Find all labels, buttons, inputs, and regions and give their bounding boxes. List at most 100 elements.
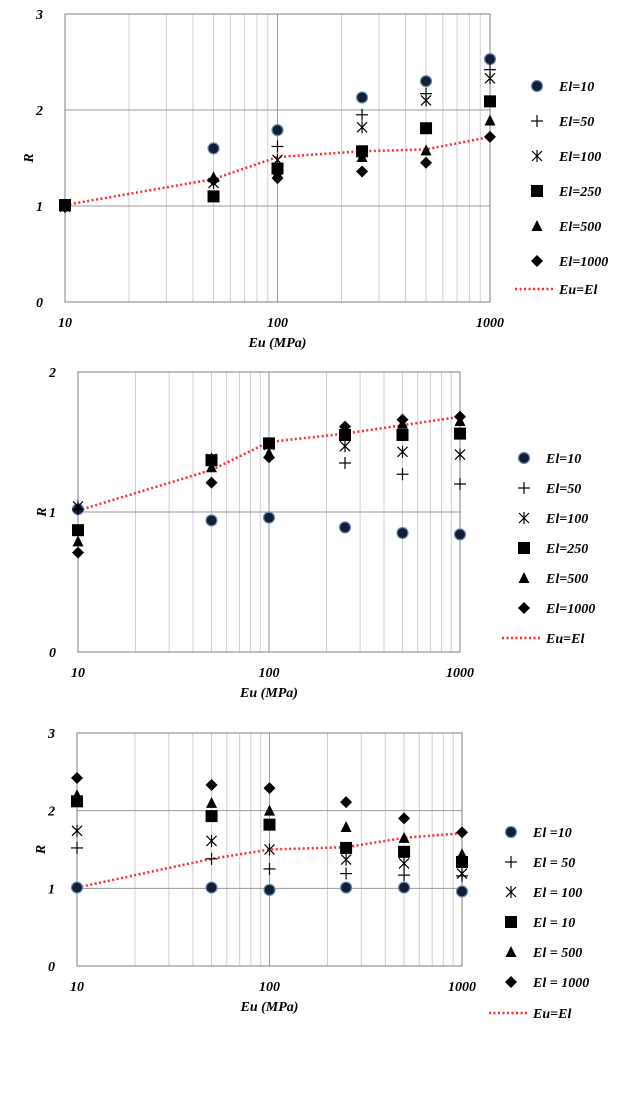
y-tick-label: 1: [36, 200, 43, 215]
data-point: [453, 528, 467, 541]
data-point: [71, 772, 83, 785]
y-tick-label: 1: [49, 506, 56, 521]
data-point: [205, 454, 218, 467]
data-point: [356, 108, 369, 121]
legend-marker: [531, 115, 543, 127]
data-point: [484, 72, 496, 85]
series-0: [70, 881, 469, 898]
legend-label: El = 1000: [532, 976, 589, 991]
data-point: [484, 95, 496, 108]
legend-label: El = 50: [532, 856, 575, 871]
x-tick-label: 10: [71, 666, 85, 681]
legend-label: El=10: [558, 80, 594, 95]
legend-marker: [518, 602, 530, 614]
y-tick-label: 0: [36, 296, 43, 311]
chart-panel-1: 0 1 2 3 10 100 1000 Eu (MPa) R El=10 El=50 El=100 El…: [0, 0, 633, 365]
data-point: [206, 796, 218, 808]
data-point: [398, 831, 410, 843]
data-point: [356, 121, 368, 134]
data-point: [397, 445, 408, 458]
y-tick-label: 0: [48, 960, 55, 975]
data-point: [205, 476, 218, 489]
legend-label: El = 10: [532, 916, 575, 931]
data-point: [262, 511, 276, 524]
data-point: [72, 500, 84, 513]
y-tick-label: 0: [49, 646, 56, 661]
legend-label: El=50: [558, 115, 594, 130]
data-point: [356, 165, 369, 178]
data-point: [419, 75, 433, 88]
data-point: [397, 881, 411, 894]
legend-marker: [505, 946, 517, 957]
data-point: [396, 429, 409, 441]
y-tick-label: 2: [47, 805, 55, 820]
legend-label: El=50: [545, 482, 581, 497]
series-5: [72, 410, 466, 559]
legend-marker: [518, 542, 530, 554]
data-point: [70, 881, 84, 894]
data-point: [271, 172, 284, 185]
x-tick-label: 100: [259, 666, 280, 681]
data-point: [355, 91, 369, 104]
legend-marker: [530, 79, 544, 93]
data-point: [483, 53, 497, 66]
data-point: [339, 440, 351, 453]
data-point: [263, 818, 276, 831]
data-point: [398, 845, 411, 858]
data-point: [263, 451, 275, 464]
series-line-eu-el: [64, 135, 491, 207]
data-point: [71, 841, 83, 854]
data-point: [484, 114, 496, 126]
data-point: [263, 883, 276, 896]
legend-marker: [518, 482, 530, 494]
data-point: [205, 779, 218, 792]
legend-label: Eu=El: [558, 283, 597, 298]
x-axis-title: Eu (MPa): [248, 336, 307, 351]
data-point: [398, 812, 411, 825]
chart-3: 0 1 2 3 10 100 1000 Eu (MPa) R El =10 El = 50 El = …: [34, 727, 589, 1022]
legend-marker: [505, 856, 517, 868]
x-tick-label: 1000: [446, 666, 474, 681]
legend-label: El=1000: [558, 255, 608, 270]
data-point: [340, 796, 353, 809]
data-point: [340, 820, 352, 832]
data-point: [205, 881, 218, 894]
x-tick-label: 1000: [476, 316, 504, 331]
grid: [65, 14, 490, 302]
data-point: [396, 468, 409, 481]
data-point: [484, 130, 496, 143]
data-point: [455, 885, 469, 898]
data-point: [71, 789, 83, 801]
x-tick-label: 10: [58, 316, 72, 331]
data-point: [420, 156, 433, 169]
data-point: [398, 857, 410, 870]
legend-marker: [518, 572, 530, 583]
legend: El=10 El=50 El=100 El=250 El=500 El=1000 Eu=El: [515, 79, 608, 298]
legend-label: Eu=El: [545, 632, 584, 647]
legend-marker: [518, 512, 530, 524]
legend-label: El=250: [558, 185, 601, 200]
data-point: [356, 151, 368, 163]
x-axis-title: Eu (MPa): [239, 686, 298, 701]
data-point: [271, 124, 284, 137]
data-point: [207, 190, 220, 203]
data-point: [420, 144, 432, 156]
data-point: [263, 862, 276, 875]
data-point: [205, 852, 218, 865]
legend: El=10 El=50 El=100 El=250 El=500 El=1000 Eu=El: [502, 451, 595, 647]
legend-marker: [517, 451, 531, 465]
data-point: [207, 142, 220, 155]
data-point: [72, 524, 84, 537]
data-point: [338, 521, 352, 534]
data-point: [456, 826, 468, 839]
data-point: [454, 448, 466, 461]
data-point: [264, 843, 275, 856]
legend-marker: [505, 886, 517, 898]
legend-marker: [505, 916, 517, 928]
data-point: [263, 782, 276, 795]
series-4: [71, 789, 468, 860]
data-point: [206, 834, 217, 847]
data-point: [454, 478, 466, 490]
legend-label: El=250: [545, 542, 588, 557]
data-point: [271, 140, 284, 153]
